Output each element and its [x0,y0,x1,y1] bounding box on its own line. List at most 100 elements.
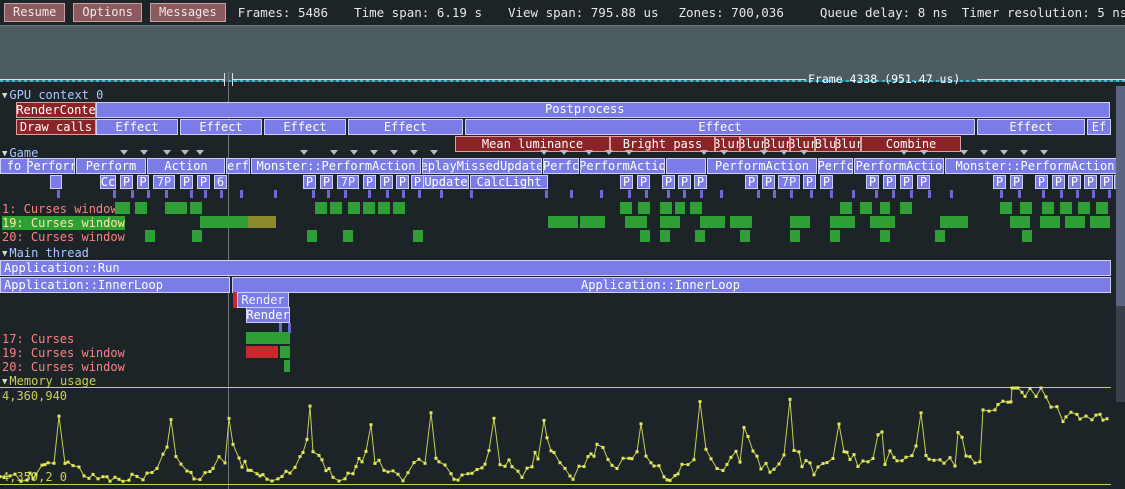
plot-bar[interactable] [660,230,670,242]
timeline-zone[interactable]: Render [237,292,289,308]
plot-bar[interactable] [1060,202,1072,214]
zone-tick[interactable] [830,190,833,198]
timeline-zone[interactable] [666,158,706,174]
timeline-zone[interactable]: Render [246,307,290,323]
plot-bar[interactable] [378,202,390,214]
plot-bar[interactable] [840,202,852,214]
plot-bar[interactable] [1020,202,1032,214]
timeline-zone[interactable]: Monster::PerformAction [945,158,1125,174]
zone-tick[interactable] [910,190,913,198]
timeline-zone[interactable]: Blur [740,136,765,152]
plot-bar[interactable] [413,230,423,242]
timeline-zone[interactable]: Combine [861,136,961,152]
zone-tick[interactable] [773,190,776,198]
timeline-zone[interactable]: P [1035,175,1048,189]
plot-bar[interactable] [620,202,632,214]
timeline-zone[interactable]: P [1052,175,1065,189]
timeline-zone[interactable]: Effect [96,119,178,135]
zone-tick[interactable] [113,190,116,198]
timeline-zone[interactable]: 7P [337,175,359,189]
timeline-zone[interactable]: Perforr [28,158,75,174]
timeline-zone[interactable]: P [762,175,775,189]
timeline-zone[interactable] [50,175,62,189]
timeline-zone[interactable]: 7P [153,175,175,189]
plot-bar[interactable] [1040,216,1060,228]
timeline-zone[interactable]: P [883,175,896,189]
plot-bar[interactable] [348,202,360,214]
collapse-triangle-icon[interactable]: ▼ [2,91,8,101]
zone-tick[interactable] [274,190,277,198]
timeline-zone[interactable]: Action [147,158,225,174]
zone-tick[interactable] [240,190,243,198]
plot-bar[interactable] [695,230,705,242]
plot-bar[interactable] [1078,202,1090,214]
timeline-zone[interactable]: P [363,175,376,189]
timeline-zone[interactable]: Perfo [226,158,250,174]
zone-tick[interactable] [720,190,723,198]
zone-tick[interactable] [386,190,389,198]
resume-button[interactable]: Resume [4,2,66,22]
timeline-zone[interactable]: CalcLight [470,175,548,189]
frame-overview-panel[interactable] [0,25,1125,82]
plot-bar[interactable] [248,216,276,228]
timeline-zone[interactable]: PerformActio [854,158,944,174]
thread-row-label[interactable]: 19: Curses window [2,216,125,230]
zone-tick[interactable] [892,190,895,198]
plot-bar[interactable] [175,202,187,214]
collapse-triangle-icon[interactable]: ▼ [2,249,8,259]
timeline-zone[interactable]: P [620,175,633,189]
timeline-zone[interactable]: ReplayMissedUpdates [422,158,542,174]
timeline-zone[interactable]: Application::Run [0,260,1111,276]
plot-bar[interactable] [1022,230,1032,242]
zone-tick[interactable] [810,190,813,198]
zone-tick[interactable] [645,190,648,198]
plot-bar[interactable] [935,230,945,242]
timeline-zone[interactable] [96,102,1110,118]
plot-bar[interactable] [690,202,702,214]
timeline-zone[interactable]: P [380,175,393,189]
plot-bar[interactable] [1042,202,1054,214]
zone-tick[interactable] [57,190,60,198]
plot-bar[interactable] [790,230,800,242]
zone-tick[interactable] [928,190,931,198]
zone-tick[interactable] [1042,190,1045,198]
plot-bar[interactable] [330,202,342,214]
plot-bar[interactable] [700,216,725,228]
collapse-triangle-icon[interactable]: ▼ [2,377,8,387]
zone-tick[interactable] [1060,190,1063,198]
zone-tick[interactable] [1018,190,1021,198]
timeline-zone[interactable]: P [662,175,675,189]
zone-tick[interactable] [1000,190,1003,198]
gpu-context-group-header[interactable]: ▼ GPU context 0 [2,88,103,102]
zone-tick[interactable] [402,190,405,198]
plot-bar[interactable] [115,202,130,214]
timeline-zone[interactable]: Effect [465,119,975,135]
timeline-zone[interactable]: Cc [100,175,116,189]
messages-button[interactable]: Messages [149,2,226,22]
timeline-zone[interactable]: P [917,175,930,189]
plot-bar[interactable] [280,346,290,358]
timeline-zone[interactable]: Draw calls [16,119,96,135]
memory-usage-chart[interactable] [0,374,1125,489]
timeline-zone[interactable]: fo [0,158,28,174]
plot-bar[interactable] [190,202,202,214]
plot-bar[interactable] [307,230,317,242]
timeline-zone[interactable]: P [396,175,409,189]
plot-bar[interactable] [830,230,840,242]
timeline-zone[interactable]: Blur [765,136,790,152]
timeline-zone[interactable]: P [197,175,210,189]
options-button[interactable]: Options [73,2,142,22]
zone-tick[interactable] [790,190,793,198]
plot-bar[interactable] [1000,202,1012,214]
plot-bar[interactable] [625,216,647,228]
timeline-zone[interactable]: P [320,175,333,189]
timeline-zone[interactable]: P [745,175,758,189]
plot-bar[interactable] [200,216,245,228]
plot-bar[interactable] [940,216,968,228]
game-group-header[interactable]: ▼ Game [2,146,38,160]
scrollbar-thumb[interactable] [1116,86,1125,306]
zone-tick[interactable] [204,190,207,198]
plot-bar[interactable] [580,216,605,228]
zone-tick[interactable] [628,190,631,198]
plot-bar[interactable] [548,216,578,228]
